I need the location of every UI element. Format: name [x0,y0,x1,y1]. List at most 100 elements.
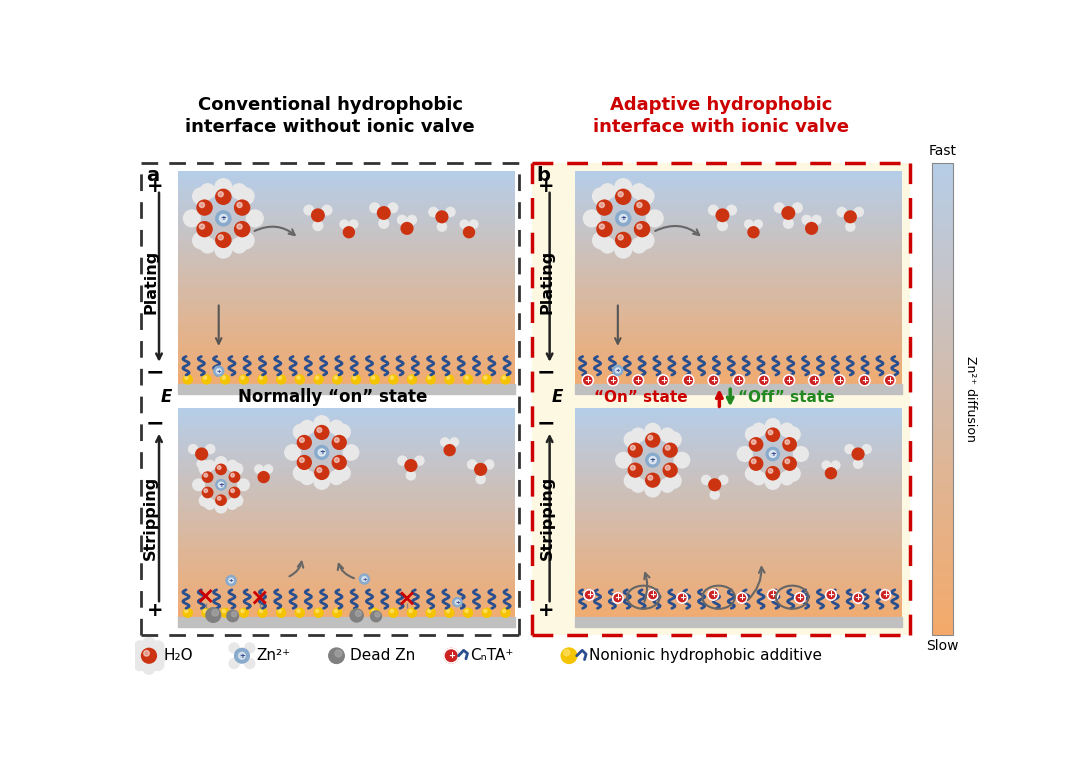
Circle shape [615,452,632,469]
Circle shape [285,445,300,460]
Bar [932,452,954,458]
Circle shape [311,209,325,222]
Circle shape [631,183,647,199]
Circle shape [444,444,456,457]
Circle shape [752,440,756,444]
Bar [178,215,515,218]
Bar [576,246,902,249]
Bar [178,416,515,419]
Bar [932,476,954,482]
Bar [576,279,902,282]
Circle shape [258,375,267,384]
Circle shape [428,376,431,379]
Circle shape [766,428,780,442]
Text: E: E [161,388,172,406]
Circle shape [328,470,345,486]
Circle shape [259,376,262,379]
Circle shape [404,459,418,472]
Circle shape [436,221,447,232]
Bar [576,237,902,240]
Circle shape [314,425,329,440]
Circle shape [834,375,845,386]
Bar [178,463,515,466]
Circle shape [245,658,255,668]
Bar [576,324,902,327]
Circle shape [880,590,891,600]
Circle shape [718,475,729,485]
Circle shape [297,435,312,450]
Bar [178,495,515,498]
Text: “Off” state: “Off” state [738,390,835,405]
Bar [178,432,515,435]
Circle shape [584,590,594,600]
Circle shape [231,489,234,492]
Bar [178,509,515,512]
Bar [932,594,954,600]
Circle shape [758,375,769,386]
Bar [932,358,954,364]
Circle shape [826,590,836,600]
Bar [178,374,515,377]
Bar [576,460,902,463]
Text: +: + [678,594,686,603]
Circle shape [212,610,218,616]
Circle shape [631,466,635,470]
Text: +: + [239,653,245,659]
Bar [932,405,954,411]
Circle shape [768,430,773,435]
Circle shape [853,593,863,603]
Bar [932,163,954,635]
Circle shape [409,610,413,613]
Circle shape [616,368,620,373]
Circle shape [227,460,239,471]
Bar [178,279,515,282]
Circle shape [845,221,855,232]
Bar [576,336,902,338]
Bar [576,330,902,333]
Bar [576,545,902,548]
Bar [178,358,515,361]
Circle shape [218,482,224,488]
Circle shape [351,375,361,384]
Circle shape [616,453,631,468]
Bar [932,416,954,422]
Bar [932,440,954,446]
Bar [178,422,515,424]
Text: +: + [811,376,818,385]
Bar [576,304,902,307]
Circle shape [293,464,310,482]
Circle shape [428,207,438,217]
Bar [576,179,902,182]
Circle shape [701,475,712,485]
Circle shape [469,219,478,229]
Bar [576,526,902,528]
Text: +: + [448,651,455,661]
Circle shape [231,473,234,477]
Circle shape [463,226,475,238]
Bar [178,177,515,179]
Bar [178,224,515,227]
Text: +: + [216,368,221,374]
Bar [932,210,954,216]
Bar [576,422,902,424]
Bar [576,302,902,304]
Bar [576,413,902,416]
Bar [932,180,954,186]
Bar [932,298,954,304]
Circle shape [200,224,204,229]
Bar [178,266,515,269]
Bar [178,371,515,374]
Circle shape [596,221,612,237]
Bar [178,594,515,597]
Text: Zn²⁺: Zn²⁺ [257,648,291,664]
Circle shape [636,231,654,250]
Bar [932,186,954,193]
Text: +: + [836,376,842,385]
Bar [178,232,515,235]
Bar [178,210,515,212]
Circle shape [427,608,435,617]
Circle shape [649,457,657,463]
Circle shape [744,219,754,229]
Circle shape [215,495,227,506]
Bar [178,625,515,627]
